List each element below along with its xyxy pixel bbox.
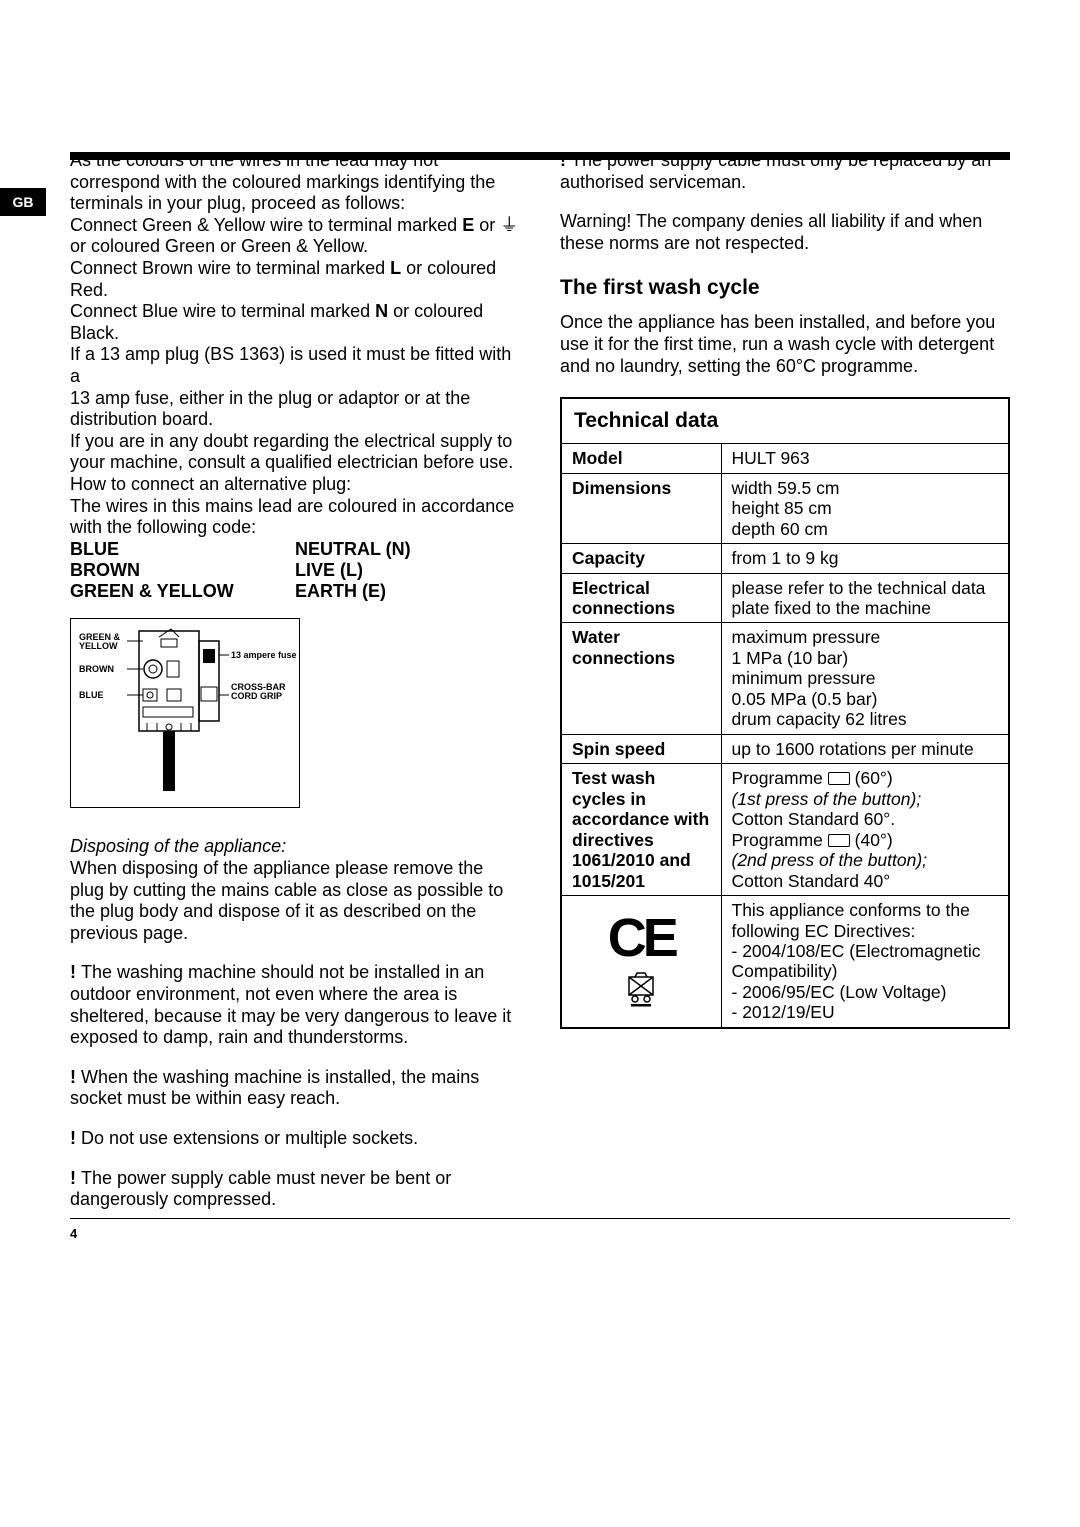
capacity-value: from 1 to 9 kg: [721, 544, 1009, 573]
ce-value: This appliance conforms to the following…: [721, 896, 1009, 1028]
right-column: ! The power supply cable must only be re…: [560, 150, 1010, 1229]
first-wash-heading: The first wash cycle: [560, 276, 1010, 300]
test-value: Programme (60°) (1st press of the button…: [721, 764, 1009, 896]
language-tab: GB: [0, 188, 46, 216]
disposing-heading: Disposing of the appliance:: [70, 836, 520, 858]
text: Connect Brown wire to terminal marked: [70, 258, 390, 278]
connect-brown: Connect Brown wire to terminal marked L …: [70, 258, 520, 301]
capacity-label: Capacity: [561, 544, 721, 573]
spin-value: up to 1600 rotations per minute: [721, 734, 1009, 763]
table-row: Capacity from 1 to 9 kg: [561, 544, 1009, 573]
doubt-text: If you are in any doubt regarding the el…: [70, 431, 520, 474]
plug-label-fuse: 13 ampere fuse: [231, 651, 297, 660]
water-value: maximum pressure 1 MPa (10 bar) minimum …: [721, 623, 1009, 734]
left-column: As the colours of the wires in the lead …: [70, 150, 520, 1229]
warn-socket: ! When the washing machine is installed,…: [70, 1067, 520, 1110]
fuse-2: 13 amp fuse, either in the plug or adapt…: [70, 388, 520, 431]
wire-neutral: NEUTRAL (N): [295, 539, 520, 560]
wire-live: LIVE (L): [295, 560, 520, 581]
terminal-L: L: [390, 258, 401, 278]
terminal-E: E: [462, 215, 474, 235]
text: Connect Blue wire to terminal marked: [70, 301, 375, 321]
warn-ext: ! Do not use extensions or multiple sock…: [70, 1128, 520, 1150]
table-row: Spin speed up to 1600 rotations per minu…: [561, 734, 1009, 763]
text: or coloured Green or Green & Yellow.: [70, 236, 368, 256]
connect-blue: Connect Blue wire to terminal marked N o…: [70, 301, 520, 344]
model-value: HULT 963: [721, 444, 1009, 473]
page-number: 4: [70, 1226, 77, 1241]
model-label: Model: [561, 444, 721, 473]
water-label: Water connections: [561, 623, 721, 734]
wire-blue: BLUE: [70, 539, 295, 560]
terminal-N: N: [375, 301, 388, 321]
altplug-1: How to connect an alternative plug:: [70, 474, 520, 496]
warn-liability: Warning! The company denies all liabilit…: [560, 211, 1010, 254]
plug-label-crossbar: CROSS-BAR CORD GRIP: [231, 683, 291, 701]
plug-label-gy: GREEN & YELLOW: [79, 633, 127, 651]
spin-label: Spin speed: [561, 734, 721, 763]
text: or: [474, 215, 500, 235]
ce-mark-icon: CE: [572, 914, 711, 963]
wire-brown: BROWN: [70, 560, 295, 581]
dimensions-label: Dimensions: [561, 473, 721, 543]
wire-earth: EARTH (E): [295, 581, 520, 602]
table-row: Model HULT 963: [561, 444, 1009, 473]
electrical-label: Electrical connections: [561, 573, 721, 623]
test-label: Test wash cycles in accordance with dire…: [561, 764, 721, 896]
wire-code-table: BLUE BROWN GREEN & YELLOW NEUTRAL (N) LI…: [70, 539, 520, 603]
bottom-rule: [70, 1218, 1010, 1219]
programme-icon: [828, 772, 850, 785]
connect-gy: Connect Green & Yellow wire to terminal …: [70, 215, 520, 258]
plug-label-brown: BROWN: [79, 665, 114, 674]
ce-cell: CE: [561, 896, 721, 1028]
warn-outdoor: ! The washing machine should not be inst…: [70, 962, 520, 1048]
table-row: Test wash cycles in accordance with dire…: [561, 764, 1009, 896]
first-wash-text: Once the appliance has been installed, a…: [560, 312, 1010, 377]
top-rule: [70, 152, 1010, 160]
weee-icon: [627, 971, 655, 1007]
table-row: Dimensions width 59.5 cm height 85 cm de…: [561, 473, 1009, 543]
dimensions-value: width 59.5 cm height 85 cm depth 60 cm: [721, 473, 1009, 543]
table-row: Water connections maximum pressure 1 MPa…: [561, 623, 1009, 734]
table-row: CE This appliance c: [561, 896, 1009, 1028]
table-title: Technical data: [561, 398, 1009, 444]
content-columns: As the colours of the wires in the lead …: [70, 150, 1010, 1229]
wire-gy: GREEN & YELLOW: [70, 581, 295, 602]
electrical-value: please refer to the technical data plate…: [721, 573, 1009, 623]
programme-icon: [828, 834, 850, 847]
plug-label-blue: BLUE: [79, 691, 104, 700]
text: Connect Green & Yellow wire to terminal …: [70, 215, 462, 235]
technical-data-table: Technical data Model HULT 963 Dimensions…: [560, 397, 1010, 1029]
altplug-2: The wires in this mains lead are coloure…: [70, 496, 520, 539]
plug-diagram: GREEN & YELLOW BROWN BLUE 13 ampere fuse…: [70, 618, 300, 808]
disposing-text: When disposing of the appliance please r…: [70, 858, 520, 944]
earth-symbol-icon: ⏚: [500, 215, 518, 235]
fuse-1: If a 13 amp plug (BS 1363) is used it mu…: [70, 344, 520, 387]
warn-cable: ! The power supply cable must never be b…: [70, 1168, 520, 1211]
table-row: Electrical connections please refer to t…: [561, 573, 1009, 623]
